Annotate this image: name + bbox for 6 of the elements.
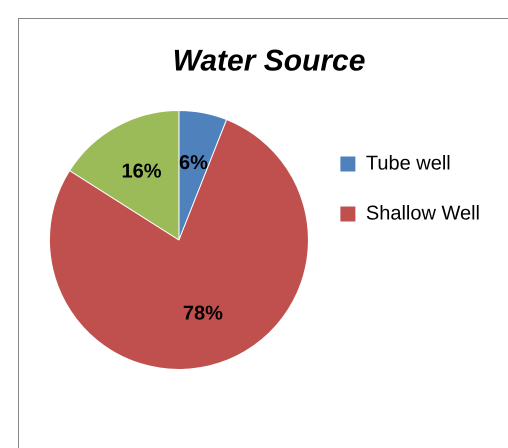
legend-label: Tube well — [366, 152, 451, 175]
legend-label: Shallow Well — [366, 202, 480, 225]
chart-title: Water Source — [172, 44, 366, 78]
data-label: 16% — [121, 160, 162, 182]
data-label: 78% — [182, 302, 224, 324]
data-label: 6% — [179, 152, 208, 174]
